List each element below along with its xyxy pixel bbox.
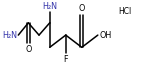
Text: O: O [25,45,32,54]
Text: H₂N: H₂N [42,2,57,11]
Text: O: O [79,4,85,13]
Text: H₂N: H₂N [2,31,17,40]
Text: OH: OH [99,31,111,40]
Text: HCl: HCl [119,7,132,16]
Text: F: F [63,55,68,64]
